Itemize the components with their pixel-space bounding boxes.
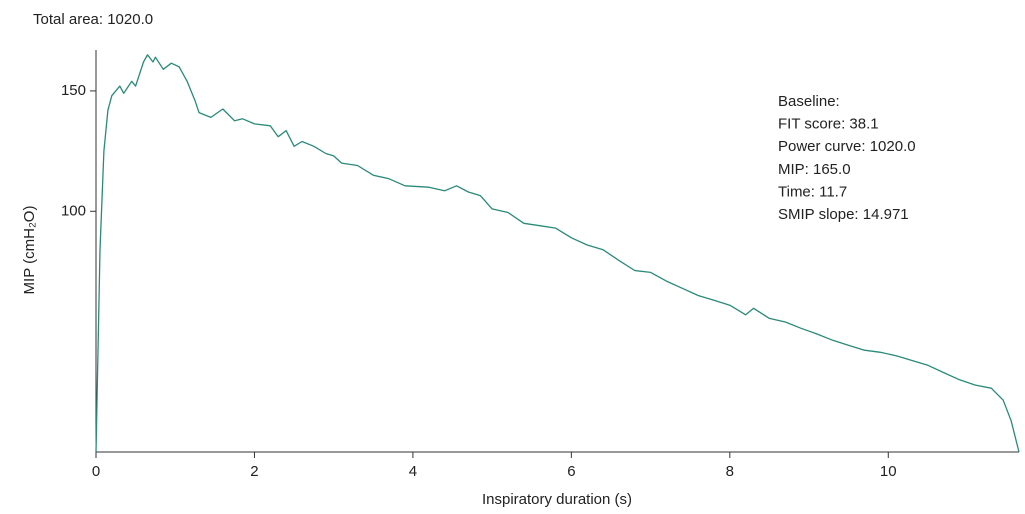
x-tick-label: 2 (250, 463, 258, 480)
y-tick-label: 100 (61, 202, 86, 219)
x-axis-label: Inspiratory duration (s) (482, 491, 632, 508)
annotation: FIT score: 38.1 (778, 116, 879, 133)
annotation: Baseline: (778, 93, 840, 110)
x-tick-label: 8 (726, 463, 734, 480)
line (95, 54, 1020, 453)
annotation: Time: 11.7 (778, 183, 847, 200)
annotation: MIP: 165.0 (778, 161, 851, 178)
x-tick-label: 6 (567, 463, 575, 480)
annotation: Power curve: 1020.0 (778, 138, 916, 155)
x-tick-label: 0 (92, 463, 100, 480)
x-tick-label: 4 (409, 463, 417, 480)
chart-title: Total area: 1020.0 (33, 11, 153, 28)
y-axis-label: MIP (cmH₂O) (21, 206, 38, 295)
y-tick-label: 150 (61, 82, 86, 99)
x-tick-label: 10 (880, 463, 897, 480)
annotation: SMIP slope: 14.971 (778, 206, 909, 223)
